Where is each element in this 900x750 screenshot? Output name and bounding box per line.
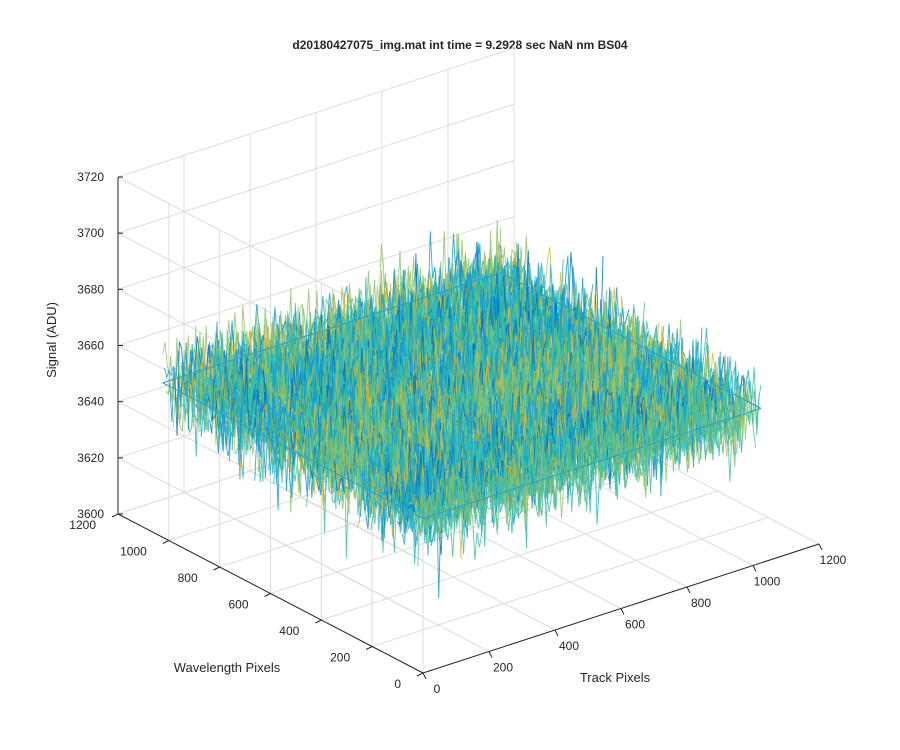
surface-line <box>410 376 750 538</box>
y-tick-label: 600 <box>228 598 248 612</box>
y-tick-label: 1000 <box>120 545 147 559</box>
x-tick-label: 400 <box>559 639 579 653</box>
y-axis-label: Wavelength Pixels <box>174 660 281 675</box>
surface-edge <box>162 272 501 384</box>
y-tick-mark <box>416 672 424 677</box>
z-tick-label: 3600 <box>77 507 104 521</box>
x-tick-mark <box>818 543 823 551</box>
x-tick-label: 1000 <box>754 575 781 589</box>
y-tick-label: 0 <box>394 677 401 691</box>
surface-edge <box>500 272 762 409</box>
y-tick-label: 800 <box>178 571 198 585</box>
y-tick-mark <box>162 540 170 544</box>
y-tick-mark <box>264 593 271 597</box>
x-tick-label: 0 <box>434 682 441 696</box>
x-tick-label: 200 <box>493 661 513 675</box>
z-axis-label: Signal (ADU) <box>44 302 59 378</box>
surface-plot <box>162 219 762 599</box>
x-tick-label: 600 <box>625 618 645 632</box>
x-tick-mark <box>554 629 559 637</box>
surface-edge <box>162 382 424 520</box>
tick-labels: 0 200 400 600 800 1000 1200 0 200 400 600 800 1000 12… <box>69 170 846 696</box>
grid-line <box>372 517 769 647</box>
y-tick-mark <box>315 619 322 624</box>
axes <box>111 176 823 680</box>
grid-line <box>117 457 424 618</box>
z-tick-label: 3620 <box>77 451 104 465</box>
x-axis-label: Track Pixels <box>580 670 651 685</box>
z-tick-label: 3720 <box>77 170 104 184</box>
surface-line <box>417 388 757 567</box>
y-tick-label: 400 <box>279 624 299 638</box>
surface-line <box>420 374 760 558</box>
z-tick-label: 3640 <box>77 395 104 409</box>
z-tick-label: 3660 <box>77 339 104 353</box>
x-tick-mark <box>488 651 493 658</box>
grid-line <box>117 47 515 178</box>
grid-line <box>117 401 424 562</box>
x-tick-mark <box>422 672 427 680</box>
surface-edge <box>422 407 762 520</box>
x-tick-mark <box>620 608 625 615</box>
y-tick-label: 1200 <box>69 518 96 532</box>
z-tick-label: 3680 <box>77 282 104 296</box>
chart-title: d20180427075_img.mat int time = 9.2928 s… <box>292 38 628 52</box>
y-tick-mark <box>213 566 220 571</box>
surface-line <box>384 361 724 534</box>
x-tick-label: 800 <box>691 596 711 610</box>
x-tick-mark <box>686 586 691 594</box>
x-tick-mark <box>752 565 757 572</box>
y-tick-label: 200 <box>330 651 350 665</box>
y-tick-mark <box>111 513 119 518</box>
x-tick-label: 1200 <box>820 553 847 567</box>
z-tick-label: 3700 <box>77 226 104 240</box>
y-tick-mark <box>365 646 373 650</box>
